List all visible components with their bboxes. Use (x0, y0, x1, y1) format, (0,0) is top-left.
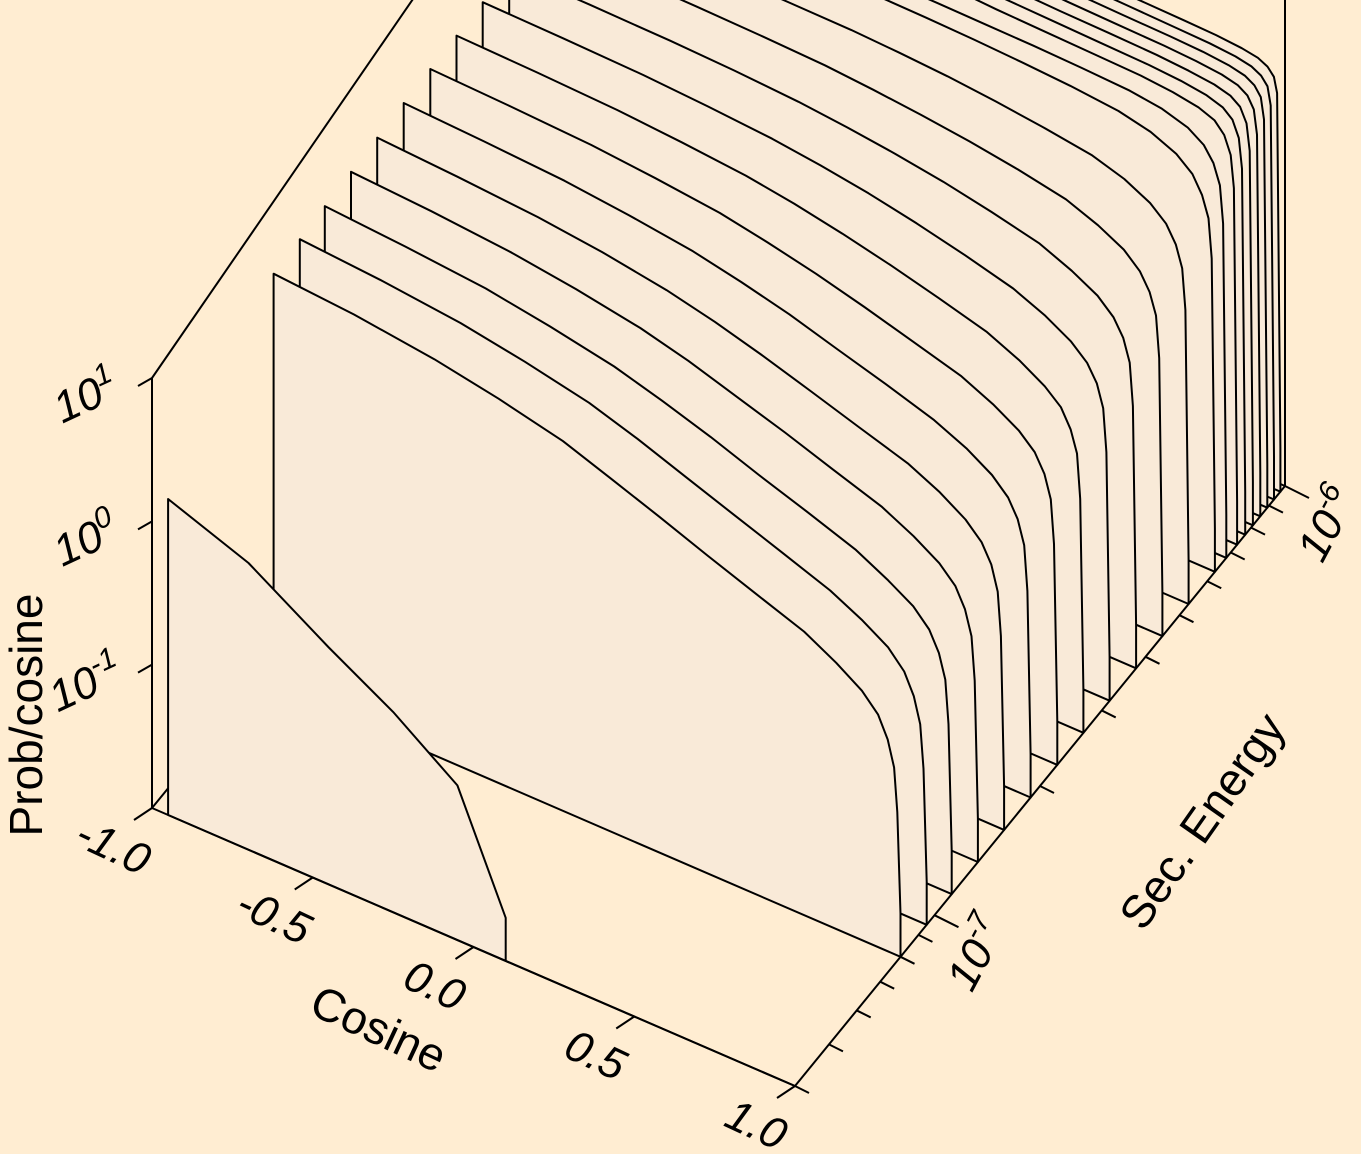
y-tick-label-0: 10-7 (933, 905, 1017, 998)
back-left-top-edge (151, 0, 414, 379)
svg-text:101: 101 (44, 356, 126, 433)
z-tick-2 (137, 377, 153, 387)
x-tick-label-4: 1.0 (718, 1090, 795, 1154)
y-tick-14 (934, 914, 959, 929)
z-tick-label-2: 101 (44, 356, 126, 433)
y-tick-0 (794, 1085, 810, 1094)
y-tick-6 (1039, 785, 1055, 794)
series-slice-20 (272, 272, 902, 958)
x-tick-1 (294, 876, 314, 891)
x-tick-0 (133, 807, 153, 821)
y-tick-11 (1230, 551, 1246, 561)
z-tick-label-1: 100 (44, 499, 127, 576)
series-layer (167, 0, 1282, 1087)
y-tick-15 (1284, 485, 1310, 499)
y-axis-title: Sec. Energy (1109, 703, 1295, 938)
y-tick-2 (856, 1009, 872, 1019)
x-tick-label-0: -1.0 (68, 809, 158, 886)
x-tick-3 (615, 1015, 635, 1030)
y-tick-12 (1250, 526, 1266, 536)
svg-text:10-7: 10-7 (933, 905, 1017, 998)
x-tick-4 (776, 1085, 796, 1099)
z-tick-0 (137, 663, 153, 674)
z-tick-1 (137, 520, 153, 531)
y-tick-1 (828, 1043, 844, 1053)
y-tick-8 (1145, 655, 1160, 665)
y-tick-13 (1268, 504, 1284, 514)
y-tick-10 (1206, 580, 1222, 590)
z-axis-title: Prob/cosine (0, 594, 52, 837)
svg-text:10-1: 10-1 (39, 641, 130, 722)
y-tick-4 (900, 955, 915, 965)
y-tick-5 (917, 933, 933, 943)
x-tick-label-3: 0.5 (557, 1020, 634, 1090)
x-tick-2 (454, 946, 475, 960)
y-tick-9 (1179, 614, 1194, 624)
y-tick-7 (1101, 709, 1117, 719)
svg-text:100: 100 (44, 499, 127, 576)
chart-box-front (133, 377, 1310, 1099)
x-tick-label-1: -0.5 (229, 878, 319, 955)
x-tick-label-2: 0.0 (397, 951, 474, 1021)
z-tick-label-0: 10-1 (39, 641, 130, 722)
y-tick-3 (879, 980, 895, 990)
